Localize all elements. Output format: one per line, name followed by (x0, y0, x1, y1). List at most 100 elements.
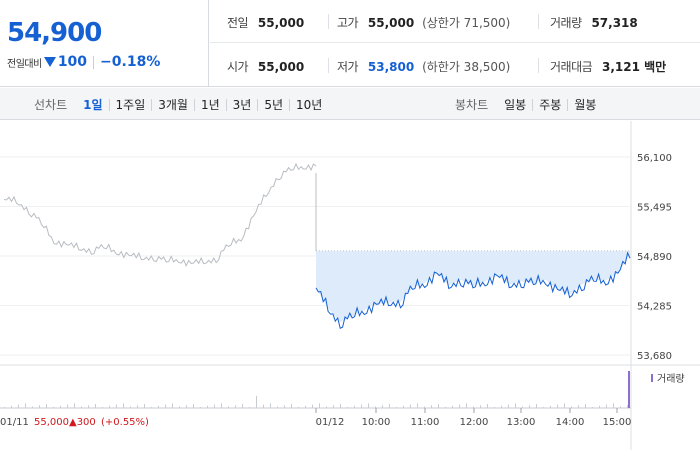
volume-bar (438, 404, 439, 408)
volume-bar (74, 403, 75, 408)
change-divider (93, 55, 95, 69)
quote-header: 54,900 전일대비 100 −0.18% 전일 55,000 고가 55,0… (0, 0, 700, 87)
volume-bar (179, 406, 180, 408)
volume-bar (543, 407, 544, 408)
stat-upper-limit: (상한가 71,500) (422, 16, 511, 30)
stat-label: 전일 (227, 16, 249, 30)
volume-bar (375, 406, 376, 408)
divider (538, 58, 539, 73)
volume-bar-latest (628, 371, 630, 408)
prev-day-date: 01/11 (0, 417, 29, 428)
divider (151, 98, 153, 111)
volume-bar (620, 406, 621, 408)
volume-bar (312, 404, 313, 408)
line-chart-tabs: 선차트 1일 1주일 3개월 1년 3년 5년 10년 (34, 96, 328, 113)
volume-bar (417, 403, 418, 408)
volume-bar (32, 406, 33, 408)
prev-day-series-line (3, 162, 317, 267)
volume-bar (368, 403, 369, 408)
change-percent: −0.18% (100, 54, 161, 70)
x-tick-label: 12:00 (460, 417, 489, 428)
candle-chart-label: 봉차트 (455, 98, 489, 112)
volume-bar (452, 405, 453, 408)
volume-bar (522, 406, 523, 408)
volume-bar (151, 407, 152, 408)
volume-bar (382, 405, 383, 408)
volume-bar (606, 404, 607, 408)
y-tick-label: 56,100 (637, 153, 672, 164)
change-row: 전일대비 100 −0.18% (7, 54, 160, 70)
stat-label: 고가 (337, 16, 359, 30)
volume-bar (613, 403, 614, 408)
y-tick-label: 53,680 (637, 351, 672, 362)
divider (328, 14, 329, 29)
volume-bar (347, 407, 348, 408)
line-chart-label: 선차트 (34, 98, 68, 112)
stat-open: 시가 55,000 (227, 58, 304, 75)
volume-legend-swatch (651, 374, 653, 382)
stat-label: 저가 (337, 60, 359, 74)
volume-bar (410, 404, 411, 408)
volume-bar (298, 407, 299, 408)
tab-1year[interactable]: 1년 (200, 98, 220, 112)
tab-3year[interactable]: 3년 (232, 98, 252, 112)
volume-bar (578, 405, 579, 408)
stat-label: 시가 (227, 60, 249, 74)
x-tick-label: 11:00 (411, 417, 440, 428)
volume-bar (277, 406, 278, 408)
volume-bar (11, 405, 12, 408)
volume-bar (67, 404, 68, 408)
divider (567, 98, 569, 111)
tab-monthly-candle[interactable]: 월봉 (574, 98, 597, 112)
volume-bar (459, 404, 460, 408)
volume-bar (144, 404, 145, 408)
stat-low: 저가 53,800 (하한가 38,500) (337, 58, 510, 75)
volume-bar (305, 405, 306, 408)
volume-bar (431, 405, 432, 408)
volume-bar (221, 403, 222, 408)
volume-bar (536, 404, 537, 408)
stat-volume: 거래량 57,318 (550, 14, 638, 31)
x-tick-label: 13:00 (507, 417, 536, 428)
x-tick-label: 01/12 (316, 417, 345, 428)
tab-1week[interactable]: 1주일 (115, 98, 146, 112)
volume-bar (158, 405, 159, 408)
volume-bar (627, 405, 628, 408)
volume-bar (60, 405, 61, 408)
stat-value: 55,000 (257, 16, 305, 30)
volume-bar (81, 406, 82, 408)
volume-bar (102, 407, 103, 408)
volume-bar (228, 406, 229, 408)
tab-5year[interactable]: 5년 (264, 98, 284, 112)
current-price: 54,900 (7, 18, 102, 48)
volume-bar (109, 405, 110, 408)
volume-bar (263, 404, 264, 408)
price-chart[interactable]: 56,100 55,495 54,890 54,285 53,680 거래량 01/12… (0, 121, 700, 450)
stat-label: 거래대금 (550, 60, 593, 74)
volume-bar (46, 404, 47, 408)
volume-bar (389, 404, 390, 408)
tab-1day[interactable]: 1일 (83, 98, 103, 112)
today-area-fill (316, 251, 630, 323)
volume-bar (361, 404, 362, 408)
chart-tabs-bar: 선차트 1일 1주일 3개월 1년 3년 5년 10년 봉차트 일봉 주봉 월봉 (0, 88, 700, 120)
y-tick-label: 54,890 (637, 252, 672, 263)
volume-bar (487, 404, 488, 408)
tab-daily-candle[interactable]: 일봉 (504, 98, 527, 112)
volume-bar (480, 405, 481, 408)
stat-value: 57,318 (591, 16, 638, 30)
volume-bar (214, 404, 215, 408)
tab-weekly-candle[interactable]: 주봉 (539, 98, 562, 112)
tab-10year[interactable]: 10년 (296, 98, 323, 112)
tab-3month[interactable]: 3개월 (158, 98, 188, 112)
stat-high: 고가 55,000 (상한가 71,500) (337, 14, 510, 31)
divider (108, 98, 110, 111)
volume-bar (53, 407, 54, 408)
chart-canvas: 56,100 55,495 54,890 54,285 53,680 거래량 01/12… (0, 121, 700, 450)
volume-bar (333, 405, 334, 408)
volume-legend-label: 거래량 (657, 373, 685, 385)
volume-bar (515, 403, 516, 408)
stat-prev-close: 전일 55,000 (227, 14, 304, 31)
stat-label: 거래량 (550, 16, 582, 30)
volume-bar (165, 404, 166, 408)
